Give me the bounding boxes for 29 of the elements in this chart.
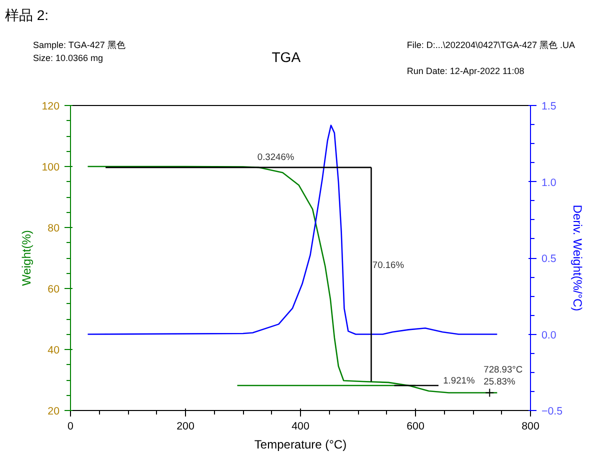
x-tick-label: 600 bbox=[406, 420, 424, 432]
x-tick-label: 800 bbox=[522, 420, 540, 432]
y2-tick-label: 1.5 bbox=[542, 100, 556, 112]
x-tick-label: 200 bbox=[176, 420, 194, 432]
chart-title: TGA bbox=[272, 48, 301, 67]
y-tick-label: 80 bbox=[48, 222, 60, 234]
y-tick-label: 120 bbox=[42, 100, 60, 112]
annotation: 728.93°C 25.83% bbox=[484, 364, 523, 387]
annotation: 70.16% bbox=[372, 260, 404, 270]
annotation: 0.3246% bbox=[257, 152, 294, 162]
x-axis-title: Temperature (°C) bbox=[254, 438, 347, 452]
y2-tick-label: 0.0 bbox=[542, 329, 556, 342]
x-tick-label: 400 bbox=[292, 420, 310, 432]
y2-tick-label: −0.5 bbox=[542, 406, 563, 418]
text: Sample: TGA-427 黑色 bbox=[33, 40, 126, 50]
y-axis-title: Weight(%) bbox=[20, 230, 34, 286]
text: Size: 10.0366 mg bbox=[33, 52, 104, 63]
y-tick-label: 20 bbox=[48, 406, 60, 418]
text: File: D:...\202204\0427\TGA-427 黑色 .UA bbox=[406, 40, 575, 50]
chart-subtitle: 样品 2: bbox=[5, 6, 50, 25]
x-tick-label: 0 bbox=[68, 420, 74, 432]
y-tick-label: 40 bbox=[48, 344, 60, 356]
y2-tick-label: 1.0 bbox=[542, 176, 556, 189]
y-tick-label: 100 bbox=[42, 162, 60, 174]
text: Run Date: 12-Apr-2022 11:08 bbox=[406, 66, 524, 76]
annotation: 1.921% bbox=[443, 375, 475, 386]
y2-tick-label: 0.5 bbox=[542, 253, 556, 265]
y-tick-label: 60 bbox=[48, 284, 60, 296]
y2-axis-title: Deriv. Weight(%/°C) bbox=[570, 204, 585, 312]
